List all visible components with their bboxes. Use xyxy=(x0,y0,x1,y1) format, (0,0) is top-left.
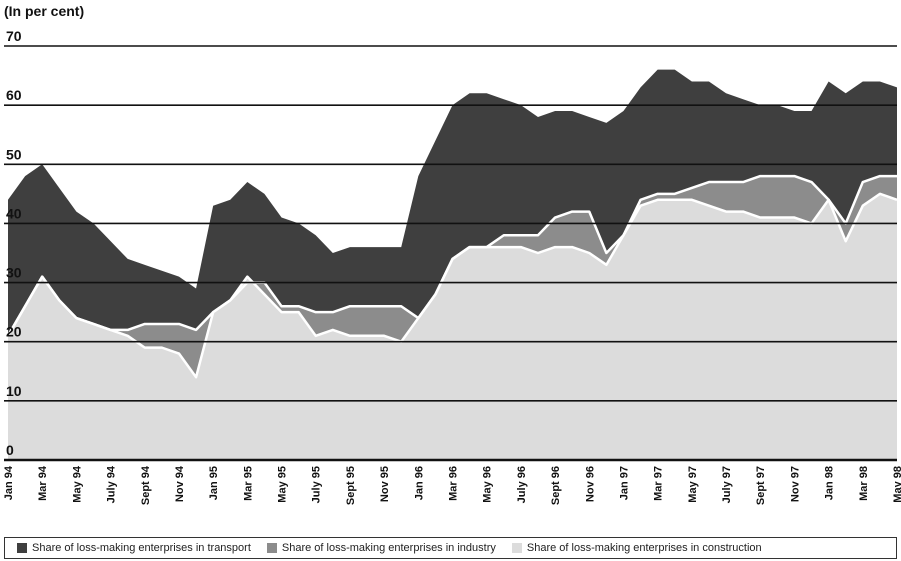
x-tick-label: Jan 95 xyxy=(208,466,220,500)
y-axis-unit-label: (In per cent) xyxy=(4,3,85,19)
x-tick-label: Nov 96 xyxy=(584,466,596,502)
legend-swatch xyxy=(17,543,27,553)
x-tick-label: July 95 xyxy=(311,466,323,503)
x-tick-label: July 96 xyxy=(516,466,528,503)
series-area-3 xyxy=(8,193,897,461)
x-tick-label: Sept 96 xyxy=(550,466,562,505)
legend-label: Share of loss-making enterprises in indu… xyxy=(281,542,496,554)
y-tick-label: 40 xyxy=(6,205,22,221)
area-layers xyxy=(6,69,898,461)
series-boundary-3 xyxy=(6,192,898,379)
x-tick-label: May 96 xyxy=(482,466,494,503)
legend-swatch xyxy=(511,543,522,553)
x-tick-label: Mar 95 xyxy=(242,466,254,501)
legend-label: Share of loss-making enterprises in cons… xyxy=(526,542,762,554)
y-tick-labels: 0 10 20 30 40 50 60 70 xyxy=(6,28,22,458)
x-tick-label: Mar 98 xyxy=(858,466,870,501)
x-tick-label: Jan 94 xyxy=(3,465,15,500)
legend-label: Share of loss-making enterprises in tran… xyxy=(32,542,251,554)
x-tick-label: Jan 96 xyxy=(413,466,425,500)
x-tick-label: Sept 95 xyxy=(345,466,357,505)
y-tick-label: 10 xyxy=(6,383,22,399)
x-tick-label: Jan 98 xyxy=(824,466,836,500)
x-tick-label: Nov 94 xyxy=(174,465,186,502)
stacked-area-chart: 0 10 20 30 40 50 60 70 Jan 94 Mar 94 May 94 July 9… xyxy=(3,28,901,505)
x-tick-label: July 94 xyxy=(106,465,118,503)
gridlines xyxy=(4,45,897,462)
x-tick-label: Nov 97 xyxy=(789,466,801,502)
x-tick-label: May 97 xyxy=(687,466,699,503)
legend: Share of loss-making enterprises in tran… xyxy=(4,537,897,559)
legend-item: Share of loss-making enterprises in indu… xyxy=(266,542,496,554)
x-tick-label: Mar 96 xyxy=(448,466,460,501)
x-tick-label: May 98 xyxy=(892,466,901,503)
x-tick-label: Nov 95 xyxy=(379,466,391,502)
x-tick-label: May 95 xyxy=(277,466,289,503)
x-tick-labels: Jan 94 Mar 94 May 94 July 94 Sept 94 Nov 94 Ja… xyxy=(3,465,901,505)
x-tick-label: July 97 xyxy=(721,466,733,503)
legend-item: Share of loss-making enterprises in cons… xyxy=(511,542,762,554)
legend-swatch xyxy=(266,543,277,553)
x-tick-label: Jan 97 xyxy=(619,466,631,500)
x-tick-label: Mar 94 xyxy=(37,465,49,501)
x-tick-label: Sept 94 xyxy=(140,465,152,505)
y-tick-label: 20 xyxy=(6,324,22,340)
y-tick-label: 70 xyxy=(6,28,22,44)
x-tick-label: Mar 97 xyxy=(653,466,665,501)
y-tick-label: 0 xyxy=(6,442,14,458)
y-tick-label: 50 xyxy=(6,146,22,162)
y-tick-label: 30 xyxy=(6,265,22,281)
x-tick-label: May 94 xyxy=(71,465,83,503)
x-tick-label: Sept 97 xyxy=(755,466,767,505)
legend-item: Share of loss-making enterprises in tran… xyxy=(17,542,251,554)
y-tick-label: 60 xyxy=(6,87,22,103)
